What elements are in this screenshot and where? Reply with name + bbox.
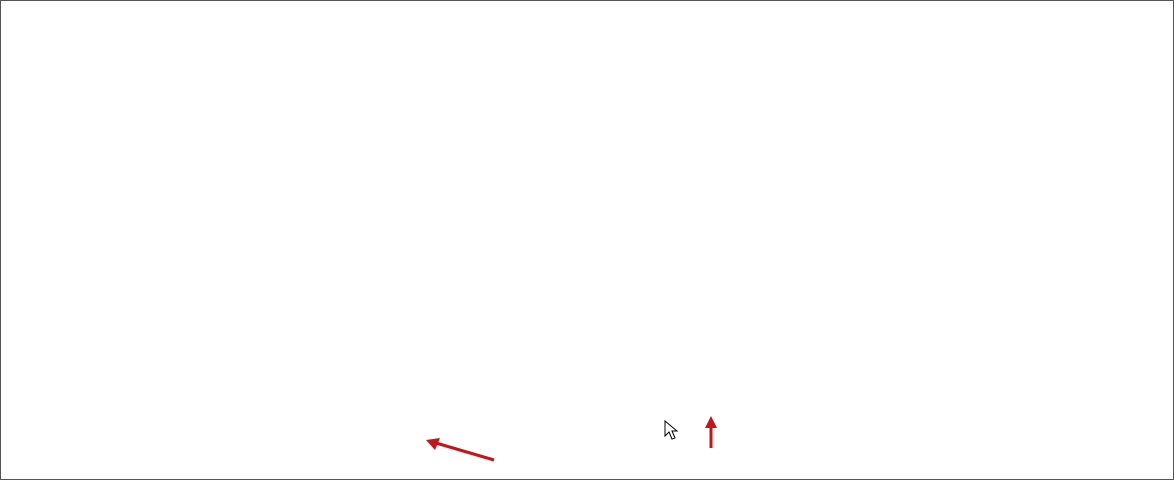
current-channels <box>79 424 172 434</box>
annotation-arrow-channels <box>424 436 498 466</box>
annotation-arrow-bar <box>703 416 719 450</box>
mouse-pointer-icon <box>664 420 680 442</box>
